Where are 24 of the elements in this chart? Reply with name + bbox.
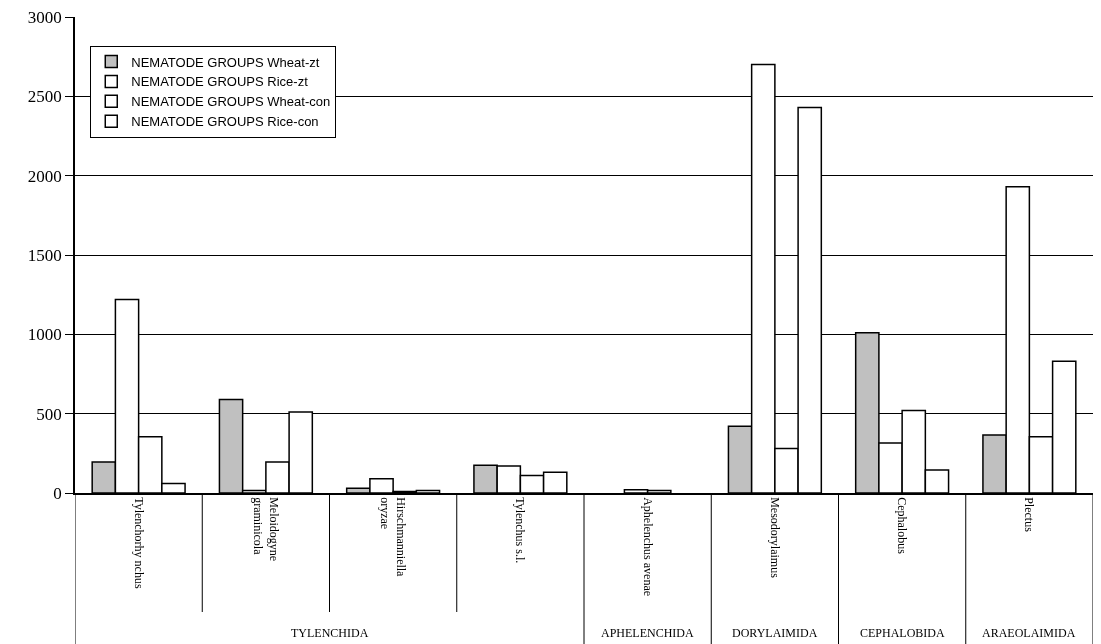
text: DORYLAIMIDA [732, 626, 818, 640]
y-tick-label: 1000 [27, 325, 62, 345]
legend-label: NEMATODE GROUPS Rice-con [131, 114, 319, 130]
legend-label: NEMATODE GROUPS Wheat-zt [131, 54, 320, 70]
y-tick-label: 500 [36, 404, 62, 424]
text: APHELENCHIDA [601, 626, 694, 640]
x-tick-label: Meloidogyne graminicola [251, 497, 281, 562]
x-tick-label: Tylenchorhy nchus [131, 497, 146, 589]
x-tick-label: Mesodorylaimus [767, 497, 782, 579]
y-tick-label: 3000 [27, 7, 62, 27]
y-tick-label: 0 [53, 483, 62, 503]
y-tick-label: 2500 [27, 87, 62, 107]
x-tick-label: Hirschmanniella oryzae [378, 497, 409, 578]
x-tick-label: Cephalobus [895, 497, 910, 555]
x-tick-label: Aphelenchus avenae [640, 497, 655, 597]
y-tick-label: 2000 [27, 166, 62, 186]
legend-label: NEMATODE GROUPS Rice-zt [131, 74, 309, 90]
legend-label: NEMATODE GROUPS Wheat-con [131, 94, 331, 110]
text: CEPHALOBIDA [860, 626, 945, 640]
text: ARAEOLAIMIDA [982, 626, 1076, 640]
x-tick-label: Plectus [1022, 497, 1037, 533]
y-tick-label: 1500 [27, 245, 62, 265]
text: TYLENCHIDA [291, 626, 369, 640]
x-tick-label: Tylenchus s.l. [513, 497, 528, 564]
